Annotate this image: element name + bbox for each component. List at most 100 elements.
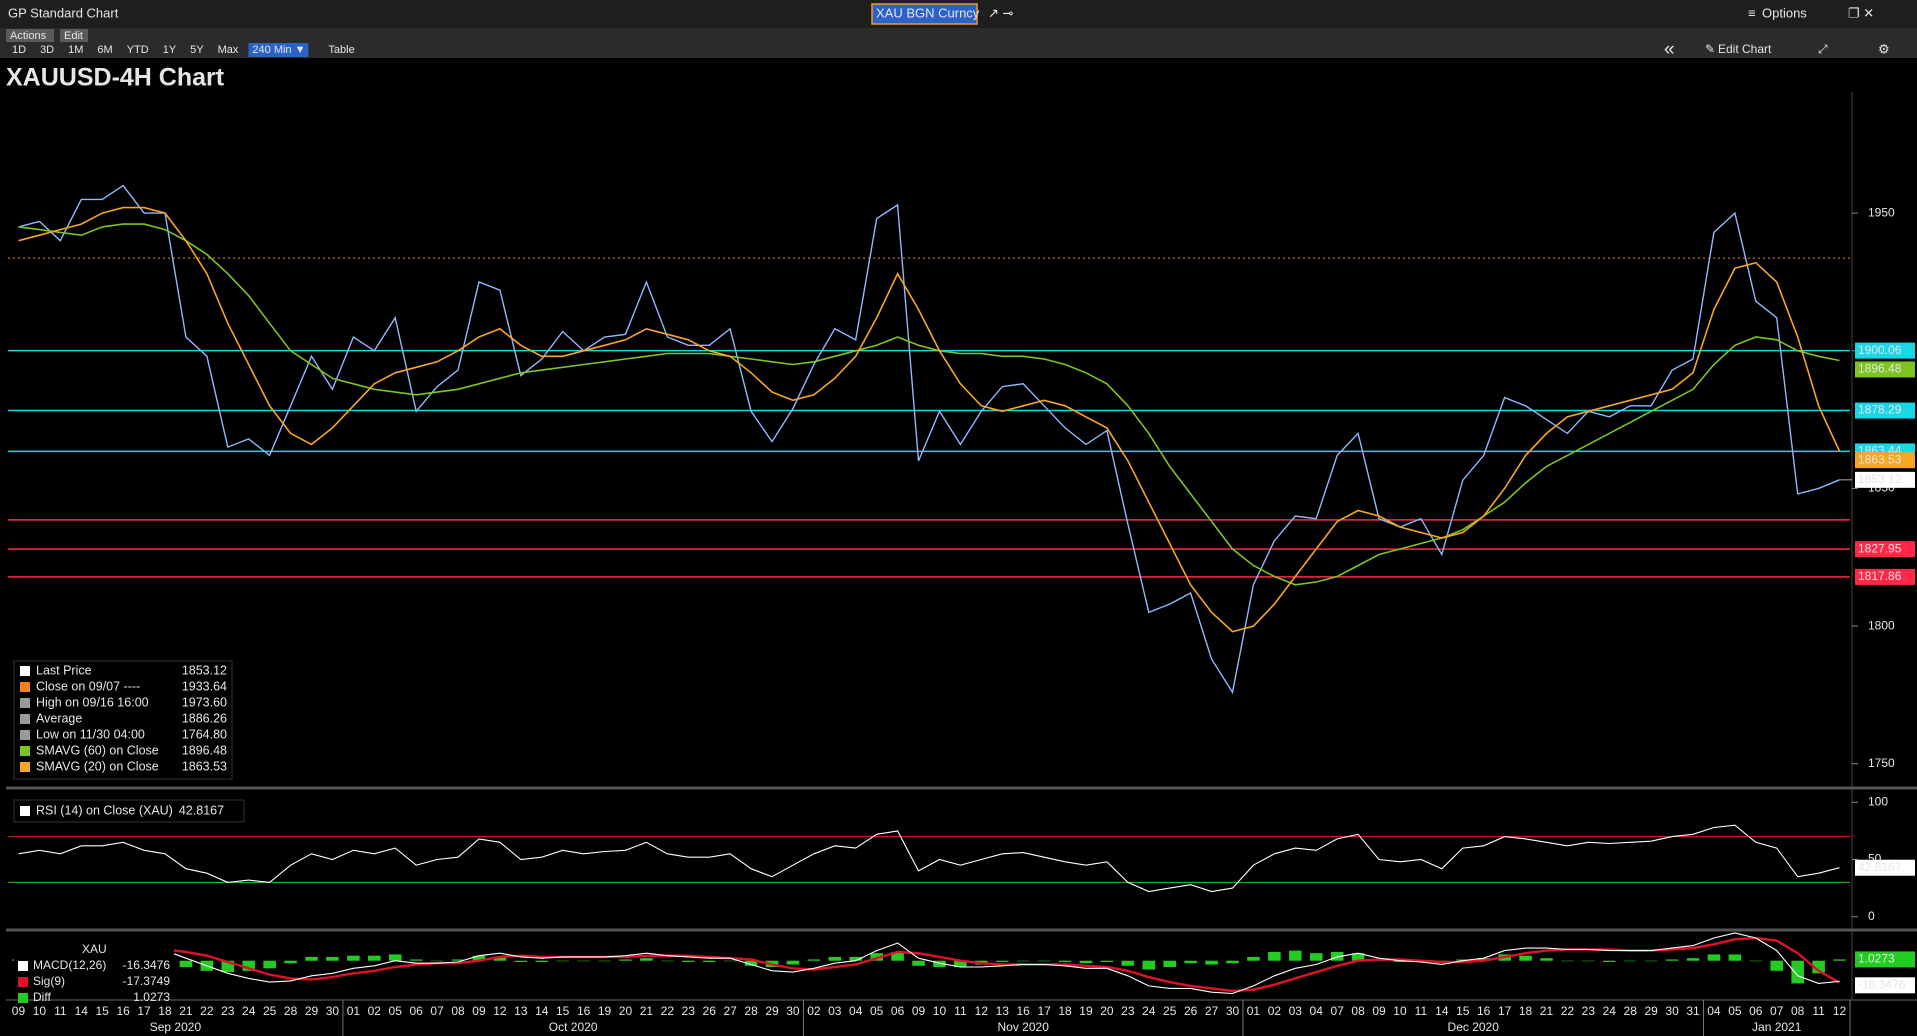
macd-diff-bar — [1644, 960, 1658, 962]
date-label: 20 — [619, 1004, 633, 1018]
axis-tag — [1855, 568, 1915, 585]
menu-button[interactable] — [60, 29, 88, 42]
macd-value: -17.3749 — [123, 974, 171, 988]
date-label: 07 — [1770, 1004, 1784, 1018]
axis-tag — [1855, 402, 1915, 419]
date-label: 14 — [75, 1004, 89, 1018]
collapse-icon[interactable]: « — [1664, 39, 1675, 60]
date-label: 31 — [1686, 1004, 1700, 1018]
legend-value: 1863.53 — [182, 759, 227, 773]
date-label: 23 — [221, 1004, 235, 1018]
month-label: Nov 2020 — [998, 1020, 1050, 1034]
macd-diff-bar — [1582, 960, 1595, 962]
legend-swatch — [20, 762, 30, 772]
macd-diff-bar — [577, 960, 590, 962]
toolbar — [0, 28, 1917, 58]
macd-diff-bar — [451, 959, 465, 961]
date-label: 15 — [1456, 1004, 1470, 1018]
date-label: 04 — [1707, 1004, 1721, 1018]
period-selected[interactable]: 240 Min ▼ — [252, 44, 305, 56]
macd-diff-bar — [1037, 960, 1051, 962]
date-label: 11 — [1812, 1004, 1825, 1018]
period-button[interactable]: 1D — [12, 44, 26, 56]
date-label: 03 — [828, 1004, 842, 1018]
legend-value: 1933.64 — [182, 679, 227, 693]
ticker-box[interactable] — [871, 3, 978, 25]
legend-value: 1853.12 — [182, 663, 227, 677]
date-label: 08 — [1791, 1004, 1805, 1018]
month-label: Sep 2020 — [150, 1020, 202, 1034]
date-label: 12 — [1833, 1004, 1847, 1018]
date-label: 22 — [1561, 1004, 1575, 1018]
macd-diff-bar — [1016, 960, 1030, 962]
options-icon[interactable]: ≡ — [1748, 5, 1756, 20]
macd-diff-bar — [1058, 960, 1072, 962]
period-button[interactable]: Max — [218, 44, 239, 56]
date-label: 28 — [284, 1004, 298, 1018]
macd-diff-bar — [995, 960, 1009, 962]
date-label: 24 — [1603, 1004, 1617, 1018]
sma-line — [18, 206, 1841, 633]
date-label: 23 — [1121, 1004, 1135, 1018]
rsi-value: 42.8167 — [179, 803, 224, 817]
date-label: 05 — [870, 1004, 884, 1018]
date-label: 27 — [1205, 1004, 1219, 1018]
period-button[interactable]: 1Y — [163, 44, 177, 56]
period-button[interactable]: 5Y — [190, 44, 204, 56]
date-label: 25 — [1163, 1004, 1177, 1018]
date-label: 02 — [807, 1004, 821, 1018]
period-button[interactable]: 3D — [40, 44, 54, 56]
date-label: 21 — [1540, 1004, 1554, 1018]
axis-tag-label: 1827.95 — [1858, 541, 1902, 555]
window-buttons[interactable]: ❐ ✕ — [1848, 5, 1874, 20]
date-label: 09 — [1372, 1004, 1386, 1018]
edit-chart[interactable]: Edit Chart — [1718, 42, 1772, 56]
date-label: 08 — [451, 1004, 465, 1018]
axis-tag-label: 1.0273 — [1858, 952, 1895, 966]
date-label: 02 — [368, 1004, 382, 1018]
link-icon[interactable]: ↗ ⊸ — [988, 5, 1014, 20]
macd-diff-bar — [912, 960, 925, 966]
macd-diff-bar — [388, 954, 402, 961]
date-label: 22 — [200, 1004, 214, 1018]
date-label: 06 — [891, 1004, 905, 1018]
menu-label[interactable]: Edit — [64, 30, 83, 42]
legend-label: Average — [36, 711, 82, 725]
rsi-tick-label: 0 — [1868, 909, 1875, 923]
date-label: 17 — [137, 1004, 151, 1018]
period-selected-bg[interactable] — [248, 43, 309, 57]
zoom-icon[interactable]: ⤢ — [1817, 42, 1828, 56]
period-button[interactable]: 1M — [68, 44, 83, 56]
axis-tag — [1855, 471, 1915, 488]
period-button[interactable]: 6M — [97, 44, 112, 56]
axis-tag — [1855, 452, 1915, 469]
macd-name: Sig(9) — [33, 974, 65, 988]
date-label: 16 — [1017, 1004, 1031, 1018]
date-label: 02 — [1268, 1004, 1282, 1018]
date-label: 25 — [263, 1004, 277, 1018]
date-label: 28 — [744, 1004, 758, 1018]
macd-diff-bar — [430, 960, 444, 962]
macd-diff-bar — [1121, 960, 1135, 966]
rsi-label: RSI (14) on Close (XAU) — [36, 803, 173, 817]
options[interactable]: Options — [1762, 5, 1807, 20]
menu-button[interactable] — [6, 29, 54, 42]
settings-icon[interactable]: ⚙ — [1878, 41, 1890, 56]
menu-label[interactable]: Actions — [10, 30, 47, 42]
date-label: 04 — [849, 1004, 863, 1018]
macd-line — [18, 932, 1840, 995]
period-button[interactable]: YTD — [127, 44, 149, 56]
axis-tag — [1855, 977, 1915, 994]
date-label: 07 — [430, 1004, 444, 1018]
date-label: 10 — [1393, 1004, 1407, 1018]
date-label: 27 — [723, 1004, 737, 1018]
legend-swatch — [20, 698, 30, 708]
axis-tag-label: 1853.12 — [1858, 472, 1902, 486]
legend-swatch — [20, 714, 30, 724]
edit-icon[interactable]: ✎ — [1705, 42, 1715, 56]
date-label: 01 — [347, 1004, 361, 1018]
table-button[interactable]: Table — [328, 44, 354, 56]
macd-diff-bar — [535, 960, 549, 962]
ticker[interactable]: XAU BGN Curncy — [876, 5, 980, 20]
macd-diff-bar — [1226, 960, 1239, 964]
